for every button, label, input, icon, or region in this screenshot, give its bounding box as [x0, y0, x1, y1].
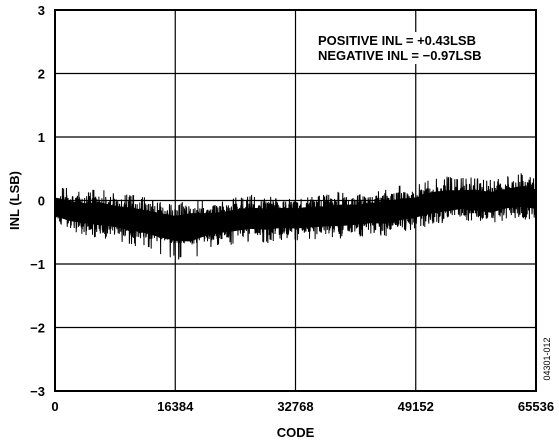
figure-id-label: 04301-012: [542, 337, 552, 380]
y-tick-label: 3: [38, 3, 45, 18]
x-tick-labels: 0 16384 32768 49152 65536: [51, 399, 554, 414]
negative-inl-annotation: NEGATIVE INL = −0.97LSB: [318, 48, 482, 63]
y-tick-label: −3: [30, 384, 45, 399]
x-tick-label: 65536: [518, 399, 554, 414]
x-tick-label: 32768: [277, 399, 313, 414]
y-axis-label: INL (LSB): [7, 171, 22, 230]
y-tick-label: −1: [30, 257, 45, 272]
y-tick-label: −2: [30, 321, 45, 336]
grid-lines: [55, 10, 536, 391]
x-axis-label: CODE: [277, 425, 315, 440]
x-tick-label: 16384: [157, 399, 194, 414]
x-tick-label: 49152: [398, 399, 434, 414]
plot-frame: [54, 9, 537, 392]
positive-inl-annotation: POSITIVE INL = +0.43LSB: [318, 33, 476, 48]
annotation-box: POSITIVE INL = +0.43LSB NEGATIVE INL = −…: [312, 32, 524, 64]
x-tick-label: 0: [51, 399, 58, 414]
y-tick-label: 2: [38, 67, 45, 82]
y-tick-label: 0: [38, 194, 45, 209]
annotation-background: [312, 32, 524, 64]
y-tick-label: 1: [38, 130, 45, 145]
inl-series: [54, 173, 537, 260]
y-tick-labels: 3 2 1 0 −1 −2 −3: [30, 3, 45, 399]
inl-core-band: [55, 186, 536, 242]
